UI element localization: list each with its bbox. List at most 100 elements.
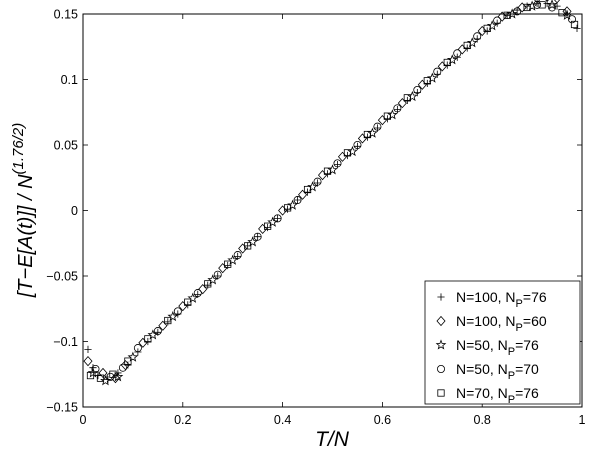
data-point-square <box>403 94 411 102</box>
legend-marker-plus <box>437 293 445 301</box>
data-point-star <box>247 236 259 247</box>
legend-label-tail: =76 <box>515 337 539 353</box>
data-point-circle <box>91 365 100 374</box>
data-point-square <box>144 335 152 343</box>
x-axis-label: T/N <box>315 428 350 451</box>
y-tick-label: 0.05 <box>54 139 78 153</box>
data-point-plus <box>573 24 581 33</box>
data-point-star <box>227 254 239 265</box>
legend-label-tail: =76 <box>515 385 539 401</box>
data-point-square <box>363 130 372 139</box>
legend-item: N=50, NP=70 <box>436 361 539 382</box>
data-point-plus <box>254 233 262 241</box>
data-point-circle <box>106 372 115 381</box>
y-tick-label: −0.1 <box>53 335 78 349</box>
data-point-circle <box>213 270 222 279</box>
data-point-star <box>466 37 478 48</box>
legend-label-tail: =60 <box>523 313 547 329</box>
data-point-circle <box>373 122 382 131</box>
x-tick-label: 0.6 <box>374 413 391 427</box>
data-point-square <box>86 371 95 380</box>
legend-item: N=100, NP=76 <box>437 289 547 310</box>
data-point-star <box>167 310 179 322</box>
data-point-square <box>558 9 566 17</box>
legend-label-sub: P <box>508 394 515 406</box>
data-point-diamond <box>278 205 288 216</box>
data-point-circle <box>393 104 402 113</box>
data-point-plus <box>303 188 312 196</box>
data-point-square <box>383 112 391 120</box>
legend-box <box>424 280 581 405</box>
data-point-plus <box>224 261 232 270</box>
legend-label: N=100, NP=76 <box>456 289 547 310</box>
data-point-diamond <box>178 301 188 312</box>
legend-label-sub: P <box>516 322 523 334</box>
y-tick-label: −0.05 <box>46 270 78 284</box>
data-point-square <box>538 1 546 9</box>
y-tick-label: 0.15 <box>54 8 78 22</box>
data-point-diamond <box>238 243 248 254</box>
data-point-diamond <box>437 61 447 72</box>
y-tick-label: 0.1 <box>61 73 78 87</box>
data-point-plus <box>204 281 212 289</box>
data-point-diamond <box>417 79 427 90</box>
series-star <box>87 0 573 386</box>
legend-marker-star <box>435 339 447 350</box>
data-point-square <box>283 204 292 212</box>
legend-label-main: N=70, N <box>456 385 508 401</box>
data-point-circle <box>193 289 202 298</box>
y-axis-label-main: [T−E[A(t)]] / N <box>15 174 37 298</box>
x-tick-label: 0 <box>80 413 87 427</box>
data-point-square <box>164 316 172 325</box>
data-point-star <box>187 292 199 303</box>
legend-item: N=70, NP=76 <box>437 385 539 406</box>
data-point-diamond <box>83 356 93 367</box>
data-point-circle <box>273 214 282 223</box>
data-point-diamond <box>317 170 328 181</box>
data-point-square <box>303 185 312 194</box>
legend-label-main: N=50, N <box>456 361 508 377</box>
data-point-star <box>426 72 438 83</box>
data-point-diamond <box>534 0 541 4</box>
legend-label: N=50, NP=70 <box>456 361 539 382</box>
data-point-circle <box>293 196 302 205</box>
data-point-square <box>323 167 332 175</box>
data-point-diamond <box>158 320 168 331</box>
series-circle <box>91 0 577 381</box>
y-axis-label-exponent: (1.76/2) <box>10 123 27 175</box>
data-point-diamond <box>337 151 348 162</box>
data-point-square <box>570 20 579 29</box>
data-point-circle <box>513 7 522 16</box>
data-point-diamond <box>198 283 208 295</box>
data-point-square <box>244 242 252 250</box>
data-point-circle <box>333 159 342 168</box>
svg-text:[T−E[A(t)]] / N(1.76/2): [T−E[A(t)]] / N(1.76/2) <box>10 123 37 299</box>
data-point-plus <box>84 345 92 353</box>
legend-label-tail: =70 <box>515 361 539 377</box>
data-point-star <box>546 0 558 10</box>
data-point-diamond <box>497 11 507 22</box>
x-tick-label: 0.8 <box>474 413 491 427</box>
axis-ticks: 0 0.2 0.4 0.6 0.8 1 −0.15 −0.1 −0.05 0 0.05 0.1 0.15 <box>46 8 585 428</box>
data-point-circle <box>118 363 127 372</box>
data-point-diamond <box>457 44 467 55</box>
data-point-circle <box>133 344 142 353</box>
data-point-square <box>264 222 272 230</box>
data-point-star <box>127 351 139 362</box>
legend-label: N=50, NP=76 <box>456 337 539 358</box>
legend-label-main: N=100, N <box>456 313 516 329</box>
data-point-square <box>343 149 352 157</box>
data-point-diamond <box>138 337 148 348</box>
data-point-star <box>307 181 318 192</box>
data-point-star <box>486 20 498 31</box>
data-point-circle <box>313 177 322 186</box>
legend-marker-diamond <box>436 315 446 327</box>
data-point-star <box>561 9 573 20</box>
data-point-diamond <box>357 133 367 144</box>
data-point-star <box>347 145 358 157</box>
data-point-circle <box>433 67 442 76</box>
legend-marker-square <box>437 389 445 397</box>
data-point-diamond <box>554 0 561 4</box>
data-point-circle <box>493 16 502 25</box>
